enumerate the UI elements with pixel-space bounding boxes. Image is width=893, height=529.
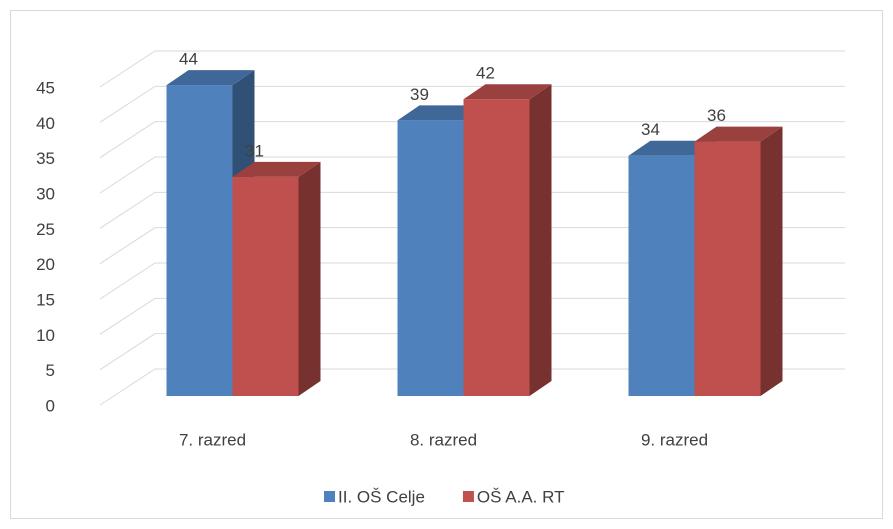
x-tick-label: 8. razred xyxy=(410,430,477,449)
grid-line xyxy=(99,50,845,88)
bar-top xyxy=(463,84,552,100)
bar xyxy=(397,120,464,397)
grid-line xyxy=(99,156,845,194)
data-label: 36 xyxy=(707,106,726,125)
data-label: 44 xyxy=(179,50,198,69)
bar xyxy=(166,85,233,397)
data-label: 31 xyxy=(245,141,264,160)
bar-side xyxy=(298,161,321,396)
data-label: 42 xyxy=(476,64,495,83)
y-tick-label: 20 xyxy=(36,255,55,274)
bar-side xyxy=(760,126,783,396)
data-label: 34 xyxy=(641,120,660,139)
bar xyxy=(628,155,695,396)
bar-top xyxy=(694,126,783,142)
y-tick-label: 45 xyxy=(36,78,55,97)
y-tick-label: 0 xyxy=(46,396,55,415)
grid-line xyxy=(99,85,845,123)
grid-line xyxy=(99,227,845,265)
x-tick-label: 7. razred xyxy=(179,430,246,449)
y-tick-label: 30 xyxy=(36,184,55,203)
grid-line xyxy=(99,368,845,406)
bar xyxy=(232,176,299,396)
y-tick-label: 5 xyxy=(46,361,55,380)
y-tick-label: 25 xyxy=(36,220,55,239)
grid-line xyxy=(99,333,845,371)
bar-top xyxy=(232,161,321,177)
bar xyxy=(463,99,530,396)
grid-line xyxy=(99,121,845,159)
x-tick-label: 9. razred xyxy=(641,430,708,449)
bar xyxy=(694,141,761,396)
y-tick-label: 35 xyxy=(36,149,55,168)
legend-label: II. OŠ Celje xyxy=(338,487,425,506)
grid-line xyxy=(99,191,845,229)
y-tick-label: 15 xyxy=(36,290,55,309)
y-tick-label: 40 xyxy=(36,114,55,133)
bar-top xyxy=(166,70,255,86)
data-label: 39 xyxy=(410,85,429,104)
grid-line xyxy=(99,297,845,335)
legend-swatch xyxy=(462,491,474,502)
y-tick-label: 10 xyxy=(36,326,55,345)
grid-line xyxy=(99,262,845,300)
bar-side xyxy=(529,84,552,396)
legend-label: OŠ A.A. RT xyxy=(477,487,565,506)
legend-swatch xyxy=(324,491,335,502)
